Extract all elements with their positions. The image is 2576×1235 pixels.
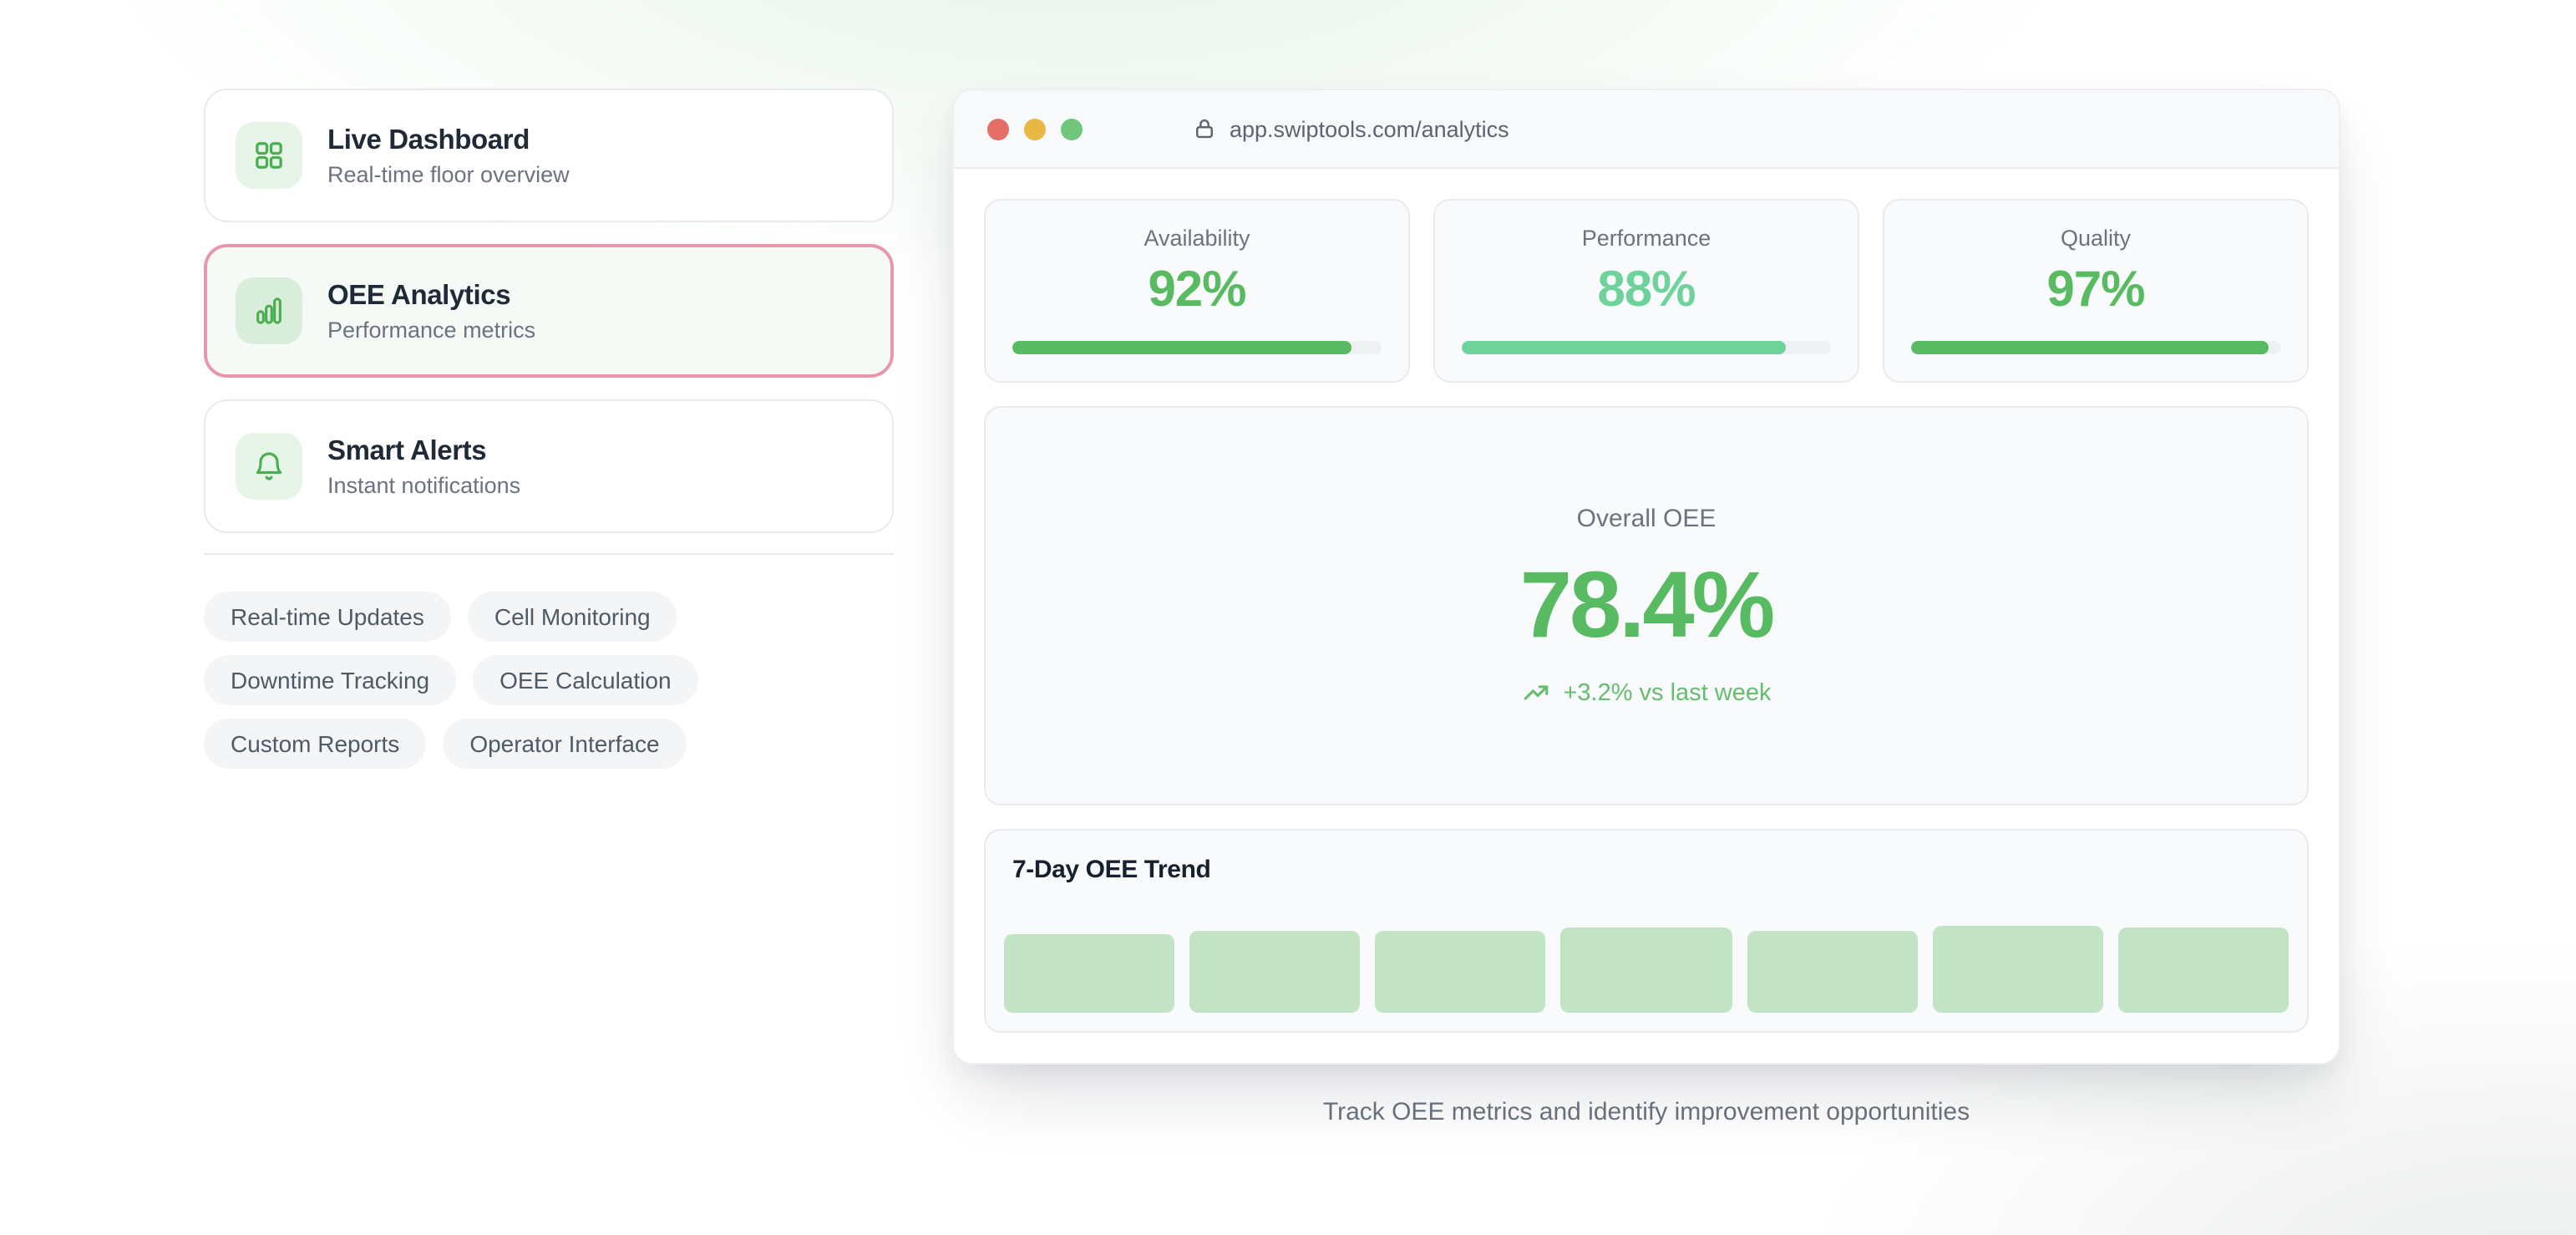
metric-card-quality: Quality 97% (1883, 199, 2309, 383)
feature-title: OEE Analytics (327, 280, 511, 310)
metrics-row: Availability 92% Performance 88% Quality… (984, 199, 2309, 383)
overall-oee-value: 78.4% (1519, 551, 1776, 657)
feature-title: Smart Alerts (327, 435, 487, 465)
metric-value: 97% (2046, 262, 2145, 318)
close-window-button[interactable] (987, 118, 1009, 140)
metric-label: Quality (2060, 226, 2132, 251)
browser-window: app.swiptools.com/analytics Availability… (952, 89, 2340, 1065)
address-bar: app.swiptools.com/analytics (1193, 116, 1509, 141)
trend-card: 7-Day OEE Trend (984, 829, 2309, 1033)
trend-title: 7-Day OEE Trend (1012, 856, 1211, 884)
progress-track (1462, 341, 1831, 354)
trend-bar (1004, 934, 1175, 1013)
sidebar-divider (204, 553, 894, 555)
progress-track (1911, 341, 2280, 354)
page-caption: Track OEE metrics and identify improveme… (1322, 1098, 1970, 1126)
trend-bar (2117, 927, 2289, 1013)
sidebar-item-oee-analytics[interactable]: OEE Analytics Performance metrics (204, 244, 894, 378)
trend-bars (1004, 926, 2289, 1013)
tag-pill: Operator Interface (443, 719, 687, 769)
progress-fill (1911, 341, 2269, 354)
progress-fill (1012, 341, 1352, 354)
feature-subtitle: Real-time floor overview (327, 161, 570, 186)
sidebar: Live Dashboard Real-time floor overview … (204, 89, 894, 769)
feature-subtitle: Instant notifications (327, 472, 521, 497)
minimize-window-button[interactable] (1024, 118, 1046, 140)
url-text: app.swiptools.com/analytics (1230, 116, 1509, 141)
overall-oee-label: Overall OEE (1576, 505, 1716, 533)
overall-oee-delta-text: +3.2% vs last week (1563, 679, 1772, 706)
lock-icon (1196, 119, 1213, 139)
analytics-content: Availability 92% Performance 88% Quality… (954, 169, 2339, 1063)
tag-pill: Real-time Updates (204, 592, 451, 642)
feature-card-list: Live Dashboard Real-time floor overview … (204, 89, 894, 533)
feature-tags: Real-time Updates Cell Monitoring Downti… (204, 592, 894, 769)
metric-value: 88% (1597, 262, 1696, 318)
progress-track (1012, 341, 1382, 354)
metric-value: 92% (1148, 262, 1246, 318)
maximize-window-button[interactable] (1061, 118, 1083, 140)
feature-subtitle: Performance metrics (327, 317, 536, 342)
metric-card-availability: Availability 92% (984, 199, 1410, 383)
progress-fill (1462, 341, 1787, 354)
window-controls (987, 118, 1083, 140)
trend-bar (1560, 927, 1732, 1013)
bell-icon (236, 433, 302, 500)
sidebar-item-live-dashboard[interactable]: Live Dashboard Real-time floor overview (204, 89, 894, 222)
grid-icon (236, 122, 302, 189)
tag-pill: Cell Monitoring (467, 592, 677, 642)
metric-card-performance: Performance 88% (1433, 199, 1859, 383)
browser-chrome: app.swiptools.com/analytics (954, 90, 2339, 169)
tag-pill: Custom Reports (204, 719, 427, 769)
bar-chart-icon (236, 277, 302, 344)
metric-label: Availability (1143, 226, 1250, 251)
trending-up-icon (1524, 685, 1548, 700)
tag-pill: Downtime Tracking (204, 655, 457, 705)
trend-bar (1189, 930, 1361, 1013)
feature-title: Live Dashboard (327, 125, 530, 155)
sidebar-item-smart-alerts[interactable]: Smart Alerts Instant notifications (204, 399, 894, 533)
trend-bar (1375, 931, 1546, 1013)
overall-oee-card: Overall OEE 78.4% +3.2% vs last week (984, 406, 2309, 806)
trend-bar (1747, 930, 1918, 1013)
metric-label: Performance (1581, 226, 1711, 251)
overall-oee-delta: +3.2% vs last week (1521, 678, 1772, 707)
trend-bar (1932, 926, 2103, 1013)
tag-pill: OEE Calculation (473, 655, 698, 705)
